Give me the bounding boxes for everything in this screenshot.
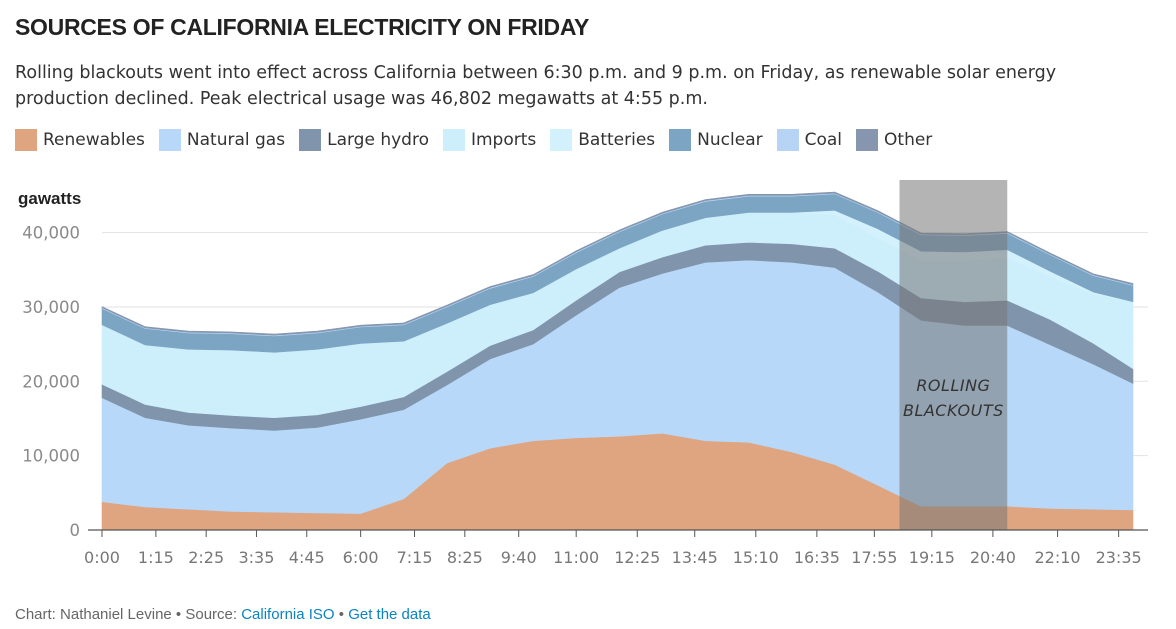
- series-area: [101, 191, 1134, 336]
- legend-swatch: [442, 129, 465, 151]
- blackout-shading: [899, 180, 1008, 530]
- legend-label: Batteries: [578, 130, 656, 150]
- legend-swatch: [550, 129, 573, 151]
- x-tick-label: 9:40: [501, 548, 537, 567]
- x-tick-label: 13:45: [672, 548, 718, 567]
- legend-swatch: [856, 129, 879, 151]
- blackout-annotation: ROLLING BLACKOUTS: [899, 180, 1008, 530]
- x-tick-label: 12:25: [614, 548, 660, 567]
- blackout-label: BLACKOUTS: [903, 401, 1004, 420]
- x-tick-label: 8:25: [447, 548, 483, 567]
- y-tick-label: 10,000: [22, 447, 80, 466]
- legend-item: Large hydro: [299, 129, 429, 151]
- legend-label: Coal: [804, 130, 843, 150]
- legend-item: Renewables: [15, 129, 145, 151]
- y-tick-label: 20,000: [22, 372, 80, 391]
- x-tick-label: 17:55: [851, 548, 897, 567]
- credit-text: Chart: Nathaniel Levine • Source:: [15, 606, 242, 623]
- legend-item: Natural gas: [158, 129, 286, 151]
- x-tick-label: 3:35: [238, 548, 274, 567]
- x-tick-label: 15:10: [733, 548, 779, 567]
- x-tick-label: 11:00: [553, 548, 599, 567]
- axes: gawatts 0 10,000 20,000 30,000 40,000 0:00 1:15…: [18, 189, 1148, 567]
- legend-item: Batteries: [550, 129, 655, 151]
- area-chart: ROLLING BLACKOUTS gawatts 0 10,000 20,000 30,…: [18, 180, 1148, 567]
- x-tick-label: 7:15: [397, 548, 433, 567]
- stacked-areas: [101, 191, 1134, 531]
- legend-item: Nuclear: [669, 129, 763, 151]
- legend-label: Imports: [470, 130, 537, 150]
- chart-footer: Chart: Nathaniel Levine • Source: Califo…: [15, 606, 431, 623]
- chart-title: SOURCES OF CALIFORNIA ELECTRICITY ON FRI…: [15, 14, 590, 40]
- y-tick-label: 40,000: [22, 224, 80, 243]
- legend-item: Other: [856, 129, 932, 151]
- x-tick-label: 19:15: [909, 548, 955, 567]
- legend-label: Large hydro: [327, 130, 429, 150]
- legend-label: Natural gas: [186, 130, 286, 150]
- x-tick-label: 0:00: [84, 548, 120, 567]
- legend-label: Other: [884, 130, 933, 150]
- legend-label: Renewables: [43, 130, 145, 150]
- source-link[interactable]: California ISO: [241, 606, 335, 623]
- y-tick-label: 30,000: [22, 298, 80, 317]
- y-axis-title: gawatts: [18, 189, 81, 208]
- legend-item: Coal: [776, 129, 843, 151]
- legend-swatch: [15, 129, 37, 151]
- blackout-label: ROLLING: [916, 376, 990, 395]
- x-tick-label: 1:15: [138, 548, 174, 567]
- legend-swatch: [776, 129, 799, 151]
- footer-separator: •: [334, 606, 349, 623]
- legend-swatch: [669, 129, 692, 151]
- x-tick-label: 22:10: [1035, 548, 1081, 567]
- x-tick-label: 20:40: [970, 548, 1016, 567]
- x-tick-label: 6:00: [343, 548, 379, 567]
- x-tick-label: 4:45: [289, 548, 325, 567]
- y-tick-label: 0: [70, 521, 81, 540]
- legend-swatch: [299, 129, 322, 151]
- get-data-link[interactable]: Get the data: [348, 606, 431, 623]
- x-tick-label: 23:35: [1096, 548, 1142, 567]
- legend-swatch: [158, 129, 181, 151]
- chart-subtitle: Rolling blackouts went into effect acros…: [15, 63, 1057, 109]
- legend-label: Nuclear: [697, 130, 763, 150]
- chart-legend: Renewables Natural gas Large hydro Imports B…: [15, 129, 946, 151]
- legend-item: Imports: [442, 129, 537, 151]
- x-tick-label: 2:25: [188, 548, 224, 567]
- x-tick-label: 16:35: [794, 548, 840, 567]
